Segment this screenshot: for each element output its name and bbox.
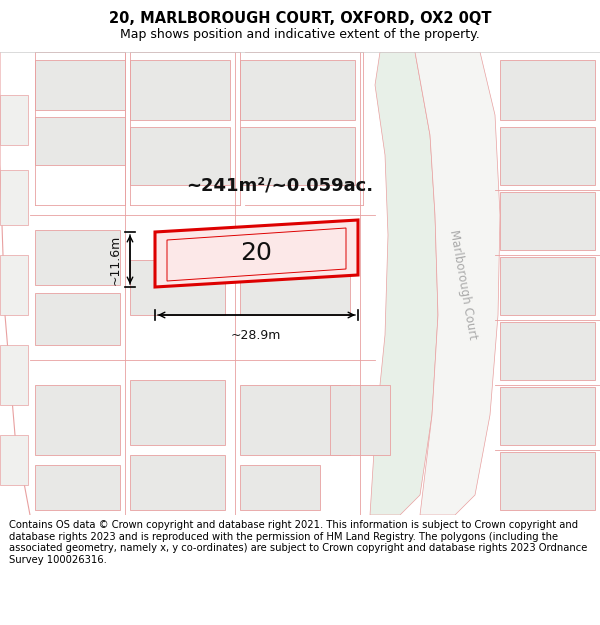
Bar	[240, 60, 355, 120]
Bar	[0, 435, 28, 485]
Bar	[500, 127, 595, 185]
Bar	[0, 170, 28, 225]
Bar	[35, 117, 125, 165]
Bar	[500, 387, 595, 445]
Bar	[240, 385, 350, 455]
Text: ~241m²/~0.059ac.: ~241m²/~0.059ac.	[187, 176, 374, 194]
Polygon shape	[155, 220, 358, 287]
Bar	[500, 452, 595, 510]
Bar	[130, 455, 225, 510]
Text: ~28.9m: ~28.9m	[231, 329, 281, 342]
Text: 20: 20	[241, 241, 272, 266]
Bar	[35, 385, 120, 455]
Bar	[35, 230, 120, 285]
Bar	[35, 465, 120, 510]
Bar	[35, 293, 120, 345]
Bar	[240, 127, 355, 185]
Bar	[240, 260, 350, 315]
Bar	[130, 260, 225, 315]
Text: 20, MARLBOROUGH COURT, OXFORD, OX2 0QT: 20, MARLBOROUGH COURT, OXFORD, OX2 0QT	[109, 11, 491, 26]
Bar	[330, 385, 390, 455]
Polygon shape	[370, 52, 438, 515]
Polygon shape	[415, 52, 500, 515]
Bar	[35, 60, 125, 110]
Text: Marlborough Court: Marlborough Court	[447, 229, 479, 341]
Text: ~11.6m: ~11.6m	[109, 234, 122, 284]
Bar	[500, 322, 595, 380]
Bar	[0, 95, 28, 145]
Bar	[0, 345, 28, 405]
Bar	[130, 60, 230, 120]
Bar	[500, 257, 595, 315]
Bar	[130, 380, 225, 445]
Text: Map shows position and indicative extent of the property.: Map shows position and indicative extent…	[120, 28, 480, 41]
Bar	[240, 465, 320, 510]
Bar	[130, 127, 230, 185]
Text: Contains OS data © Crown copyright and database right 2021. This information is : Contains OS data © Crown copyright and d…	[9, 520, 587, 565]
Bar	[500, 192, 595, 250]
Bar	[500, 60, 595, 120]
Bar	[0, 255, 28, 315]
